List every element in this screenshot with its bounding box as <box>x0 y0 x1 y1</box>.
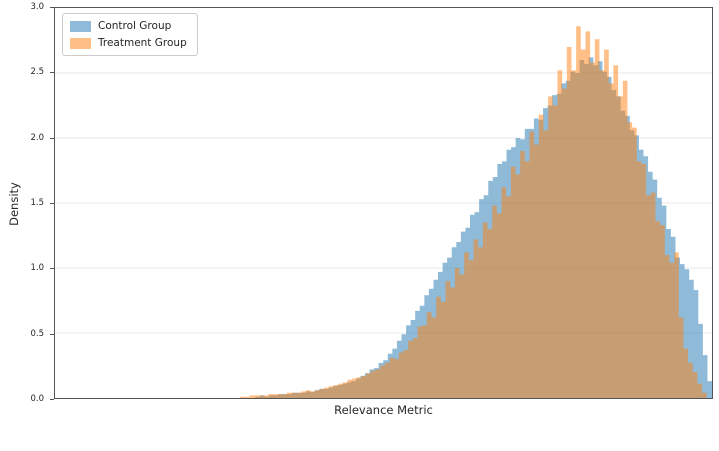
ytick-mark <box>50 137 54 139</box>
ytick-label-3.0: 3.0 <box>30 2 44 12</box>
ytick-label-0.5: 0.5 <box>30 328 44 339</box>
ytick-label-1.0: 1.0 <box>30 263 44 274</box>
ytick-label-1.5: 1.5 <box>30 198 44 208</box>
ytick-mark <box>50 399 54 400</box>
ytick-label-2.5: 2.5 <box>30 67 44 78</box>
legend-entry-treatment: Treatment Group <box>70 37 187 49</box>
ytick-label-0.0: 0.0 <box>30 394 44 404</box>
treatment-group-swatch <box>70 37 91 49</box>
control-group-swatch <box>70 20 91 32</box>
legend-label-treatment: Treatment Group <box>98 37 187 49</box>
plot-area <box>54 7 713 399</box>
legend: Control Group Treatment Group <box>62 13 198 56</box>
ytick-mark <box>50 203 54 204</box>
x-axis-title: Relevance Metric <box>334 403 433 417</box>
ytick-mark <box>50 7 54 8</box>
ytick-label-2.0: 2.0 <box>30 132 44 143</box>
ytick-mark <box>50 333 54 335</box>
ytick-mark <box>50 268 54 270</box>
histogram-canvas <box>55 26 712 398</box>
ytick-mark <box>50 72 54 74</box>
legend-label-control: Control Group <box>98 20 172 32</box>
legend-entry-control: Control Group <box>70 20 187 32</box>
